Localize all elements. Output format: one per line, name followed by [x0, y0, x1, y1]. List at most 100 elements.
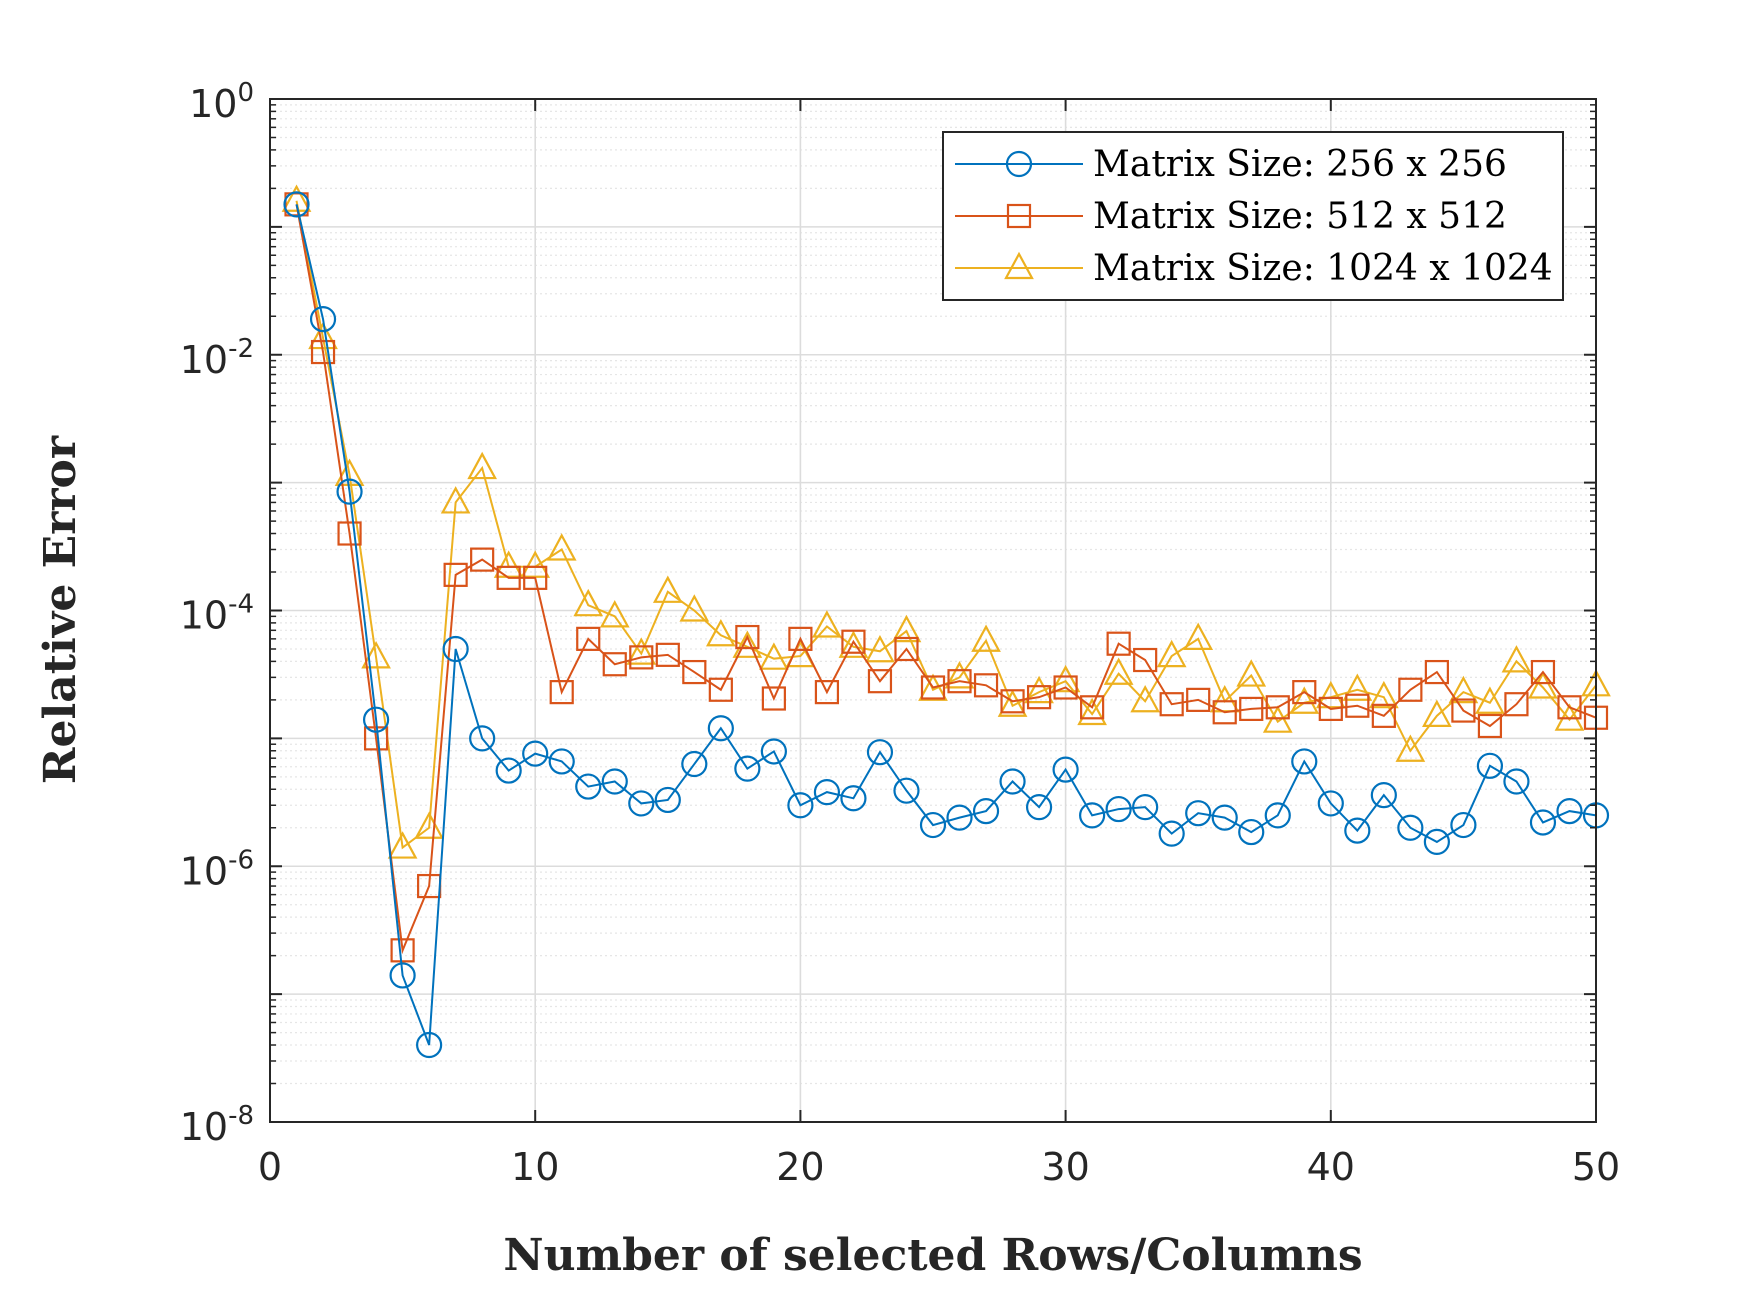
data-point	[1530, 659, 1556, 685]
x-tick-label: 20	[776, 1145, 824, 1189]
data-point	[838, 630, 869, 658]
legend-entry: Matrix Size: 512 x 512	[955, 196, 1507, 237]
y-tick-label: 10-6	[180, 845, 254, 893]
data-point	[390, 938, 415, 963]
data-point	[337, 521, 362, 546]
data-point	[389, 962, 416, 989]
data-point	[1050, 664, 1081, 693]
data-point	[495, 757, 522, 784]
data-point	[1344, 817, 1371, 844]
data-point	[1239, 696, 1264, 722]
data-point	[972, 797, 1000, 825]
data-point	[1318, 696, 1343, 722]
data-point	[707, 715, 734, 742]
y-axis-title: Relative Error	[35, 435, 86, 784]
data-point	[1423, 828, 1450, 856]
data-point	[1236, 659, 1267, 687]
axes	[269, 98, 1597, 1123]
series-line	[295, 204, 1597, 955]
data-point	[1292, 680, 1317, 705]
data-point	[1053, 675, 1078, 700]
data-point	[841, 629, 866, 654]
data-point	[1451, 698, 1476, 723]
data-point	[759, 642, 789, 670]
data-point	[1077, 697, 1107, 726]
data-point	[523, 565, 548, 590]
data-point	[470, 547, 495, 572]
data-point	[416, 1031, 443, 1059]
series-1	[283, 191, 1610, 1059]
data-point	[1315, 680, 1346, 709]
data-point	[1025, 794, 1053, 821]
data-point	[1476, 752, 1504, 779]
data-point	[1503, 768, 1530, 795]
data-point	[681, 750, 708, 778]
data-point	[549, 680, 574, 705]
data-point	[601, 768, 628, 795]
data-point	[1528, 671, 1558, 699]
data-point	[679, 594, 710, 622]
data-point	[732, 630, 763, 658]
data-point	[1079, 802, 1106, 829]
data-point	[575, 773, 602, 800]
data-point	[787, 792, 814, 819]
data-point	[1183, 622, 1214, 650]
data-point	[1501, 645, 1532, 673]
data-point	[1103, 657, 1134, 685]
data-point	[1238, 818, 1265, 846]
data-point	[891, 614, 922, 643]
legend-label: Matrix Size: 512 x 512	[1093, 196, 1507, 237]
data-point	[1529, 809, 1557, 836]
data-point	[919, 811, 947, 839]
data-point	[1422, 699, 1452, 727]
data-point	[997, 689, 1028, 717]
data-point	[387, 831, 418, 859]
x-tick-label: 50	[1572, 1145, 1620, 1189]
y-tick-label: 10-2	[180, 334, 254, 382]
x-axis-title: Number of selected Rows/Columns	[503, 1230, 1362, 1281]
data-point	[1345, 693, 1370, 718]
data-point	[1371, 703, 1396, 728]
data-point	[655, 642, 680, 667]
data-point	[1504, 692, 1529, 717]
data-point	[599, 600, 630, 628]
data-point	[946, 804, 973, 831]
data-point	[1424, 659, 1449, 685]
data-point	[1265, 695, 1290, 720]
data-point	[602, 652, 627, 677]
data-point	[546, 533, 577, 561]
data-point	[467, 451, 498, 480]
data-point	[788, 626, 813, 651]
legend-marker	[1005, 150, 1033, 178]
data-point	[708, 677, 733, 702]
data-point	[334, 458, 365, 486]
data-point	[813, 779, 841, 806]
data-point	[443, 562, 468, 587]
data-point	[414, 811, 444, 839]
data-point	[761, 686, 786, 711]
x-tick-label: 30	[1041, 1145, 1089, 1189]
data-point	[1132, 794, 1159, 821]
data-point	[1370, 782, 1397, 809]
legend-entry: Matrix Size: 256 x 256	[955, 144, 1507, 185]
legend-label: Matrix Size: 1024 x 1024	[1093, 248, 1553, 289]
data-point	[496, 565, 521, 590]
data-point	[1557, 695, 1582, 720]
data-point	[1080, 695, 1105, 720]
data-point	[442, 635, 469, 663]
data-point	[1105, 795, 1132, 823]
data-point	[1262, 705, 1293, 733]
data-point	[576, 626, 601, 651]
data-point	[626, 637, 657, 665]
x-tick-label: 40	[1307, 1145, 1355, 1189]
legend-label: Matrix Size: 256 x 256	[1093, 144, 1507, 185]
legend-entry: Matrix Size: 1024 x 1024	[955, 248, 1553, 289]
data-point	[1185, 800, 1212, 827]
data-point	[1106, 631, 1131, 656]
data-point	[1450, 811, 1477, 839]
data-point	[1026, 685, 1052, 710]
data-point	[1211, 804, 1238, 831]
data-point	[944, 661, 975, 689]
data-point	[1448, 675, 1479, 704]
